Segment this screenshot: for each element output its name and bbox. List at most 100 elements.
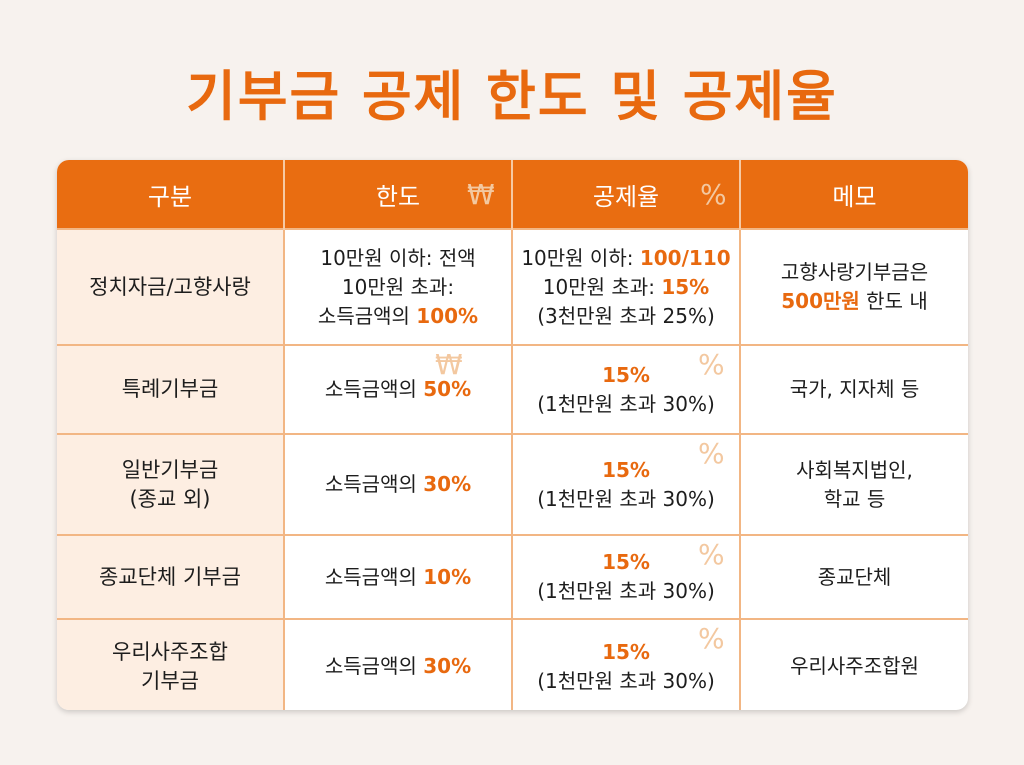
limit-text: 소득금액의 — [324, 564, 424, 589]
header-category: 구분 — [57, 160, 284, 229]
table-row: 특례기부금 소득금액의 50% ₩ 15% (1천만원 초과 30%)% 국가, 지자체 … — [57, 344, 968, 434]
memo-line: 고향사랑기부금은 — [742, 258, 967, 287]
memo-text: 국가, 지자체 등 — [789, 377, 920, 401]
percent-watermark-icon: % — [698, 538, 725, 571]
memo-text: 우리사주조합원 — [790, 654, 919, 678]
limit-text: 10만원 초과: — [341, 274, 455, 299]
rate-line: 15% — [514, 638, 738, 667]
table-row: 일반기부금 (종교 외) 소득금액의 30% 15% (1천만원 초과 30%)% 사회복… — [57, 433, 968, 535]
limit-cell: 소득금액의 30% — [283, 433, 512, 535]
category-label: 정치자금/고향사랑 — [89, 274, 251, 299]
rate-cell: 15% (1천만원 초과 30%)% — [511, 344, 740, 434]
rate-highlight: 15% — [602, 639, 650, 664]
rate-cell: 15% (1천만원 초과 30%)% — [511, 618, 740, 710]
limit-line: 소득금액의 100% — [286, 302, 510, 331]
header-memo-label: 메모 — [832, 182, 877, 211]
memo-line: 500만원 한도 내 — [742, 287, 967, 316]
rate-line: (1천만원 초과 30%) — [514, 577, 738, 606]
limit-cell: 소득금액의 10% — [283, 534, 512, 619]
memo-line: 사회복지법인, — [742, 456, 967, 485]
limit-line: 10만원 이하: 전액 — [286, 244, 510, 273]
rate-line: 15% — [514, 548, 738, 577]
rate-highlight: 100/110 — [639, 245, 731, 270]
rate-highlight: 15% — [602, 550, 650, 574]
percent-watermark-icon: % — [698, 348, 725, 381]
category-cell: 특례기부금 — [57, 344, 284, 434]
table-row: 우리사주조합 기부금 소득금액의 30% 15% (1천만원 초과 30%)% 우리사주조… — [57, 618, 968, 710]
limit-cell: 소득금액의 50% ₩ — [283, 344, 512, 434]
category-label: (종교 외) — [129, 486, 211, 511]
category-label: 일반기부금 — [121, 457, 219, 482]
memo-line: 우리사주조합원 — [742, 652, 967, 681]
limit-text: 소득금액의 — [324, 472, 424, 496]
header-category-label: 구분 — [147, 182, 193, 211]
memo-cell: 우리사주조합원 — [739, 618, 968, 710]
table-row: 종교단체 기부금 소득금액의 10% 15% (1천만원 초과 30%)% 종교단체 — [57, 534, 968, 619]
rate-line: 15% — [514, 456, 738, 485]
limit-text: 10만원 이하: 전액 — [320, 245, 476, 270]
memo-line: 국가, 지자체 등 — [742, 375, 967, 404]
header-limit-label: 한도 — [375, 182, 421, 211]
rate-highlight: 15% — [602, 362, 650, 387]
limit-text: 소득금액의 — [324, 377, 424, 401]
memo-text: 한도 내 — [859, 289, 928, 313]
table-header-row: 구분 한도 ₩ 공제율 % 메모 — [57, 160, 968, 229]
limit-line: 소득금액의 10% — [286, 563, 510, 592]
rate-line: 10만원 초과: 15% — [514, 273, 738, 302]
header-rate-label: 공제율 — [592, 182, 660, 211]
category-cell: 종교단체 기부금 — [57, 534, 284, 619]
rate-line: (1천만원 초과 30%) — [514, 390, 738, 419]
category-cell: 정치자금/고향사랑 — [57, 228, 284, 345]
memo-cell: 국가, 지자체 등 — [739, 344, 968, 434]
header-limit: 한도 ₩ — [283, 160, 512, 229]
limit-highlight: 100% — [416, 303, 479, 328]
limit-line: 소득금액의 30% — [286, 652, 510, 681]
limit-line: 소득금액의 50% — [286, 375, 510, 404]
rate-highlight: 15% — [602, 457, 650, 482]
header-memo: 메모 — [739, 160, 968, 229]
rate-cell: 10만원 이하: 100/110 10만원 초과: 15% (3천만원 초과 25%… — [511, 228, 740, 345]
rate-line: 10만원 이하: 100/110 — [514, 244, 738, 273]
rate-highlight: 15% — [661, 274, 710, 299]
deduction-table: 구분 한도 ₩ 공제율 % 메모 정치자금/고향사랑 10만원 이하: 전액 10만… — [57, 160, 968, 710]
rate-text: (1천만원 초과 30%) — [537, 391, 715, 416]
header-rate: 공제율 % — [511, 160, 740, 229]
limit-line: 10만원 초과: — [286, 273, 510, 302]
rate-text: (1천만원 초과 30%) — [537, 486, 715, 511]
limit-highlight: 50% — [423, 377, 472, 401]
memo-text: 종교단체 — [817, 564, 892, 589]
limit-highlight: 30% — [423, 472, 472, 496]
rate-cell: 15% (1천만원 초과 30%)% — [511, 534, 740, 619]
rate-line: (1천만원 초과 30%) — [514, 667, 738, 696]
percent-watermark-icon: % — [698, 622, 725, 655]
memo-highlight: 500만원 — [781, 289, 860, 313]
rate-cell: 15% (1천만원 초과 30%)% — [511, 433, 740, 535]
limit-highlight: 30% — [423, 654, 472, 678]
rate-line: 15% — [514, 361, 738, 390]
category-label: 특례기부금 — [121, 377, 219, 401]
category-label: 기부금 — [141, 668, 199, 693]
table-row: 정치자금/고향사랑 10만원 이하: 전액 10만원 초과: 소득금액의 100% 10… — [57, 228, 968, 345]
limit-cell: 소득금액의 30% — [283, 618, 512, 710]
category-cell: 일반기부금 (종교 외) — [57, 433, 284, 535]
rate-text: (1천만원 초과 30%) — [537, 579, 715, 603]
memo-text: 사회복지법인, — [796, 457, 913, 482]
rate-line: (3천만원 초과 25%) — [514, 302, 738, 331]
won-icon: ₩ — [467, 178, 495, 211]
memo-cell: 고향사랑기부금은 500만원 한도 내 — [739, 228, 968, 345]
limit-text: 소득금액의 — [317, 303, 417, 328]
limit-line: 소득금액의 30% — [286, 470, 510, 499]
memo-line: 학교 등 — [742, 485, 967, 514]
limit-cell: 10만원 이하: 전액 10만원 초과: 소득금액의 100% — [283, 228, 512, 345]
rate-text: (3천만원 초과 25%) — [537, 303, 715, 328]
percent-icon: % — [700, 178, 727, 211]
category-label: 우리사주조합 — [112, 639, 228, 664]
memo-line: 종교단체 — [742, 563, 967, 592]
memo-text: 고향사랑기부금은 — [780, 260, 929, 284]
limit-highlight: 10% — [423, 564, 472, 589]
memo-cell: 사회복지법인, 학교 등 — [739, 433, 968, 535]
percent-watermark-icon: % — [698, 437, 725, 470]
rate-text: 10만원 초과: — [542, 274, 662, 299]
memo-text: 학교 등 — [823, 486, 886, 511]
